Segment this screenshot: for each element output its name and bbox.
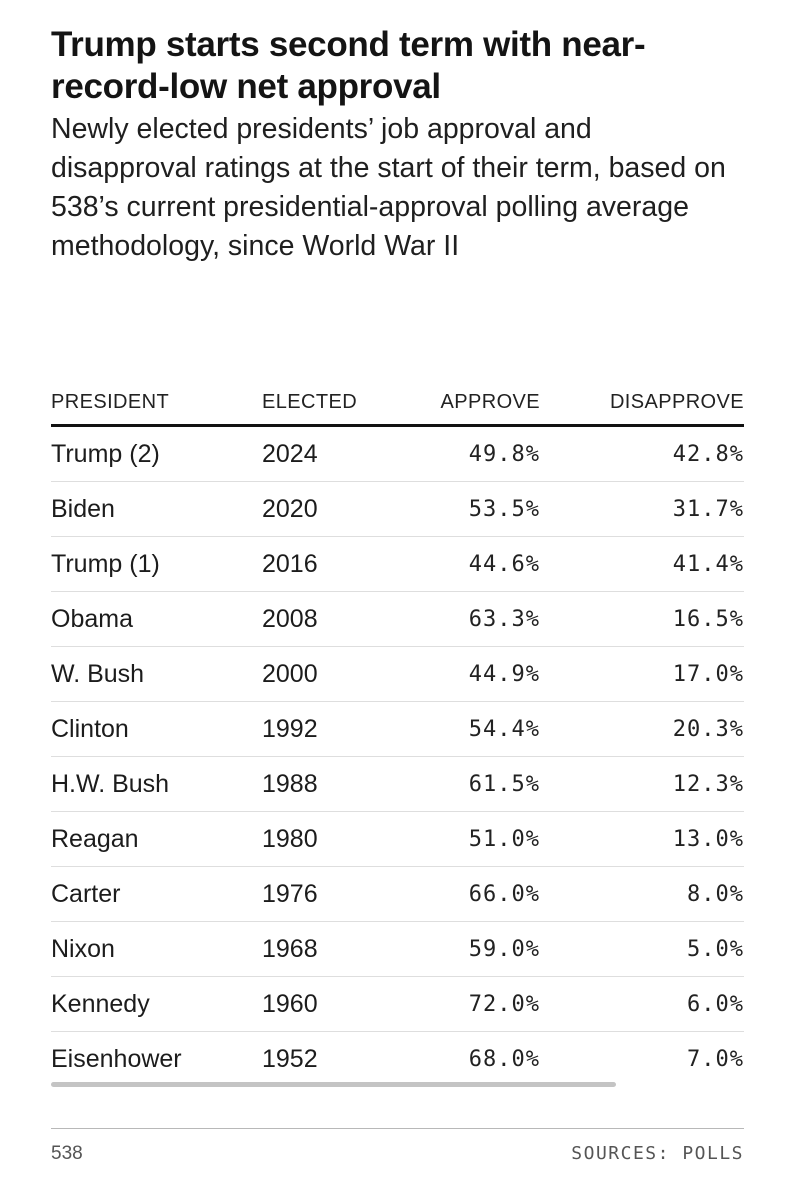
cell-elected: 2000 [262, 646, 405, 702]
cell-elected: 1952 [262, 1044, 318, 1073]
cell-approve: 53.5% [405, 481, 540, 537]
table-row: Biden 2020 53.5% 31.7% [51, 481, 744, 537]
cell-elected: 1976 [262, 866, 405, 922]
cell-approve: 44.6% [405, 536, 540, 592]
cell-disapprove: 31.7% [540, 481, 744, 537]
cell-disapprove: 6.0% [540, 976, 744, 1032]
cell-president: H.W. Bush [51, 756, 262, 812]
column-header-approve: APPROVE [405, 380, 540, 427]
cell-approve: 66.0% [405, 866, 540, 922]
cell-disapprove: 5.0% [540, 921, 744, 977]
cell-president: Reagan [51, 811, 262, 867]
cell-approve: 49.8% [405, 425, 540, 482]
cell-president: Trump (2) [51, 425, 262, 482]
cell-president: Carter [51, 866, 262, 922]
table-row: Obama 2008 63.3% 16.5% [51, 591, 744, 647]
cell-approve: 59.0% [405, 921, 540, 977]
table-header: PRESIDENT ELECTED APPROVE DISAPPROVE [51, 380, 744, 427]
approval-table-container: PRESIDENT ELECTED APPROVE DISAPPROVE Tru… [51, 380, 744, 1086]
cell-approve: 44.9% [405, 646, 540, 702]
column-header-president: PRESIDENT [51, 380, 262, 427]
horizontal-scrollbar[interactable] [51, 1082, 616, 1087]
cell-president: Biden [51, 481, 262, 537]
table-row: Carter 1976 66.0% 8.0% [51, 866, 744, 922]
cell-president: Kennedy [51, 976, 262, 1032]
cell-president: W. Bush [51, 646, 262, 702]
cell-approve: 72.0% [405, 976, 540, 1032]
cell-disapprove: 20.3% [540, 701, 744, 757]
header-row: PRESIDENT ELECTED APPROVE DISAPPROVE [51, 380, 744, 427]
cell-president: Nixon [51, 921, 262, 977]
footer-divider [51, 1128, 744, 1129]
table-row: Reagan 1980 51.0% 13.0% [51, 811, 744, 867]
cell-approve: 68.0% [468, 1046, 540, 1072]
cell-disapprove: 41.4% [540, 536, 744, 592]
cell-approve: 51.0% [405, 811, 540, 867]
cell-president: Eisenhower [51, 1044, 182, 1073]
table-row: Trump (1) 2016 44.6% 41.4% [51, 536, 744, 592]
chart-title: Trump starts second term with near-recor… [51, 25, 646, 106]
table-row: Nixon 1968 59.0% 5.0% [51, 921, 744, 977]
cell-elected: 1968 [262, 921, 405, 977]
footer-brand: 538 [51, 1143, 83, 1164]
cell-president: Trump (1) [51, 536, 262, 592]
cell-elected: 1992 [262, 701, 405, 757]
table-row: Kennedy 1960 72.0% 6.0% [51, 976, 744, 1032]
cell-approve: 61.5% [405, 756, 540, 812]
cell-elected: 2024 [262, 425, 405, 482]
chart-header: Trump starts second term with near-recor… [51, 24, 744, 266]
table-row: W. Bush 2000 44.9% 17.0% [51, 646, 744, 702]
chart-subtitle: Newly elected presidents’ job approval a… [51, 113, 726, 262]
table-row: Trump (2) 2024 49.8% 42.8% [51, 425, 744, 482]
cell-disapprove: 8.0% [540, 866, 744, 922]
cell-disapprove: 16.5% [540, 591, 744, 647]
cell-elected: 2020 [262, 481, 405, 537]
cell-disapprove: 42.8% [540, 425, 744, 482]
cell-president: Clinton [51, 701, 262, 757]
cell-elected: 2016 [262, 536, 405, 592]
table-row: Eisenhower 1952 68.0% 7.0% [51, 1032, 744, 1087]
cell-disapprove: 7.0% [687, 1046, 744, 1072]
cell-disapprove: 17.0% [540, 646, 744, 702]
column-header-disapprove: DISAPPROVE [540, 380, 744, 427]
footer-sources: SOURCES: POLLS [571, 1143, 744, 1164]
cell-disapprove: 12.3% [540, 756, 744, 812]
cell-president: Obama [51, 591, 262, 647]
table-row: H.W. Bush 1988 61.5% 12.3% [51, 756, 744, 812]
cell-elected: 2008 [262, 591, 405, 647]
table-body: Trump (2) 2024 49.8% 42.8% Biden 2020 53.5% 31.… [51, 425, 744, 1087]
table-row: Clinton 1992 54.4% 20.3% [51, 701, 744, 757]
cell-approve: 63.3% [405, 591, 540, 647]
approval-table: PRESIDENT ELECTED APPROVE DISAPPROVE Tru… [51, 380, 744, 1086]
column-header-elected: ELECTED [262, 380, 405, 427]
cell-disapprove: 13.0% [540, 811, 744, 867]
cell-elected: 1960 [262, 976, 405, 1032]
cell-elected: 1980 [262, 811, 405, 867]
cell-approve: 54.4% [405, 701, 540, 757]
cell-elected: 1988 [262, 756, 405, 812]
